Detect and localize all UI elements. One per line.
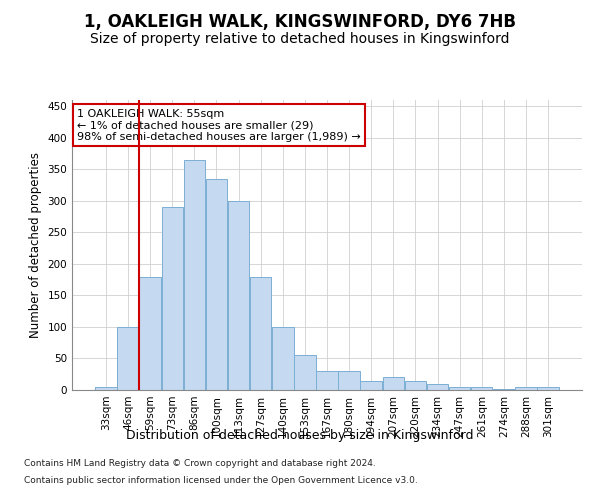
Text: 1 OAKLEIGH WALK: 55sqm
← 1% of detached houses are smaller (29)
98% of semi-deta: 1 OAKLEIGH WALK: 55sqm ← 1% of detached … [77,108,361,142]
Bar [228,201,249,390]
Bar [206,179,227,390]
Text: 1, OAKLEIGH WALK, KINGSWINFORD, DY6 7HB: 1, OAKLEIGH WALK, KINGSWINFORD, DY6 7HB [84,12,516,30]
Bar [294,356,316,390]
Bar [272,327,293,390]
Bar [493,388,515,390]
Bar [538,388,559,390]
Y-axis label: Number of detached properties: Number of detached properties [29,152,42,338]
Bar [427,384,448,390]
Bar [184,160,205,390]
Bar [117,327,139,390]
Bar [316,371,338,390]
Bar [95,387,116,390]
Bar [361,380,382,390]
Bar [139,276,161,390]
Bar [161,207,183,390]
Bar [471,387,493,390]
Bar [383,378,404,390]
Bar [405,380,426,390]
Bar [449,387,470,390]
Bar [250,276,271,390]
Text: Distribution of detached houses by size in Kingswinford: Distribution of detached houses by size … [126,428,474,442]
Bar [515,387,537,390]
Text: Contains HM Land Registry data © Crown copyright and database right 2024.: Contains HM Land Registry data © Crown c… [24,458,376,468]
Bar [338,371,360,390]
Text: Contains public sector information licensed under the Open Government Licence v3: Contains public sector information licen… [24,476,418,485]
Text: Size of property relative to detached houses in Kingswinford: Size of property relative to detached ho… [90,32,510,46]
